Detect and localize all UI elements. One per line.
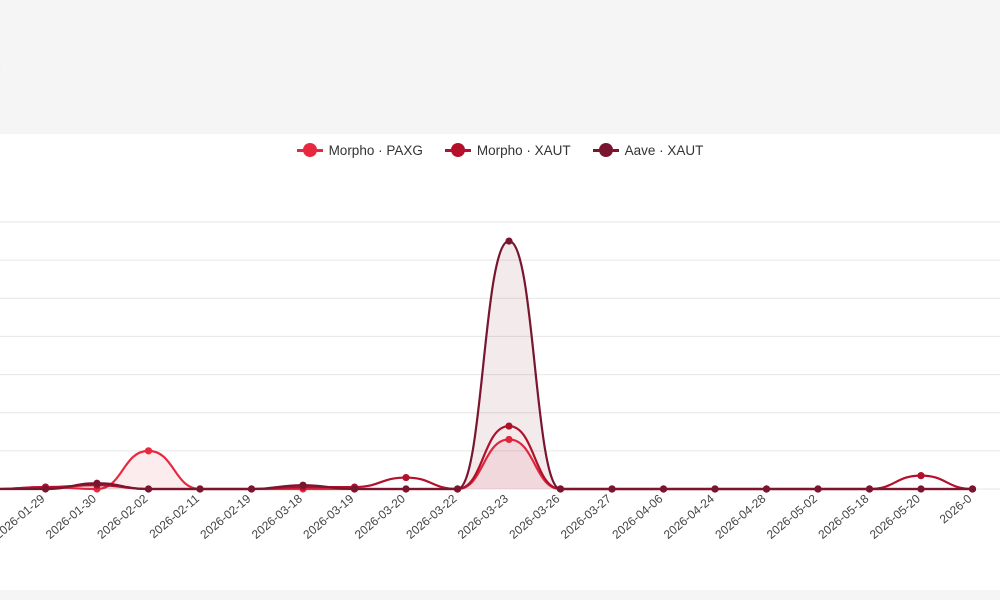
data-point	[93, 479, 101, 487]
data-point	[402, 473, 410, 482]
x-tick-label: 2026-05-18	[815, 491, 871, 541]
x-tick-label: 2026-03-19	[300, 491, 356, 541]
legend-item-morpho-paxg[interactable]: Morpho · PAXG	[296, 142, 423, 158]
legend-swatch-aave-xaut	[592, 143, 619, 157]
x-tick-label: 2026-04-28	[712, 491, 768, 541]
series-area	[0, 439, 973, 489]
legend: Morpho · PAXG Morpho · XAUT Aave · XAUT	[0, 138, 1000, 162]
data-point	[865, 485, 874, 493]
x-tick-label: 2026-03-20	[352, 491, 408, 541]
x-tick-label: 2026-03-18	[249, 491, 305, 541]
footer-strip	[0, 590, 1000, 600]
chart-header: e	[0, 0, 1000, 134]
series-line	[0, 239, 973, 491]
series-area	[0, 241, 973, 489]
data-point	[247, 485, 256, 493]
x-tick-label: 2026-04-06	[609, 491, 665, 541]
data-point	[711, 485, 719, 493]
data-point	[762, 485, 771, 493]
x-tick-label: 2026-03-27	[558, 491, 614, 541]
data-point	[505, 422, 513, 430]
data-point	[453, 485, 462, 493]
legend-item-morpho-xaut[interactable]: Morpho · XAUT	[444, 142, 571, 158]
x-tick-label: 2026-0	[937, 491, 975, 526]
legend-label-aave-xaut: Aave · XAUT	[624, 142, 704, 158]
data-point	[196, 485, 204, 493]
chart-title: e	[0, 50, 1, 81]
data-point	[350, 485, 359, 493]
data-point	[608, 485, 616, 493]
x-tick-label: 2026-01-30	[43, 491, 99, 541]
data-point	[556, 485, 565, 493]
data-point	[505, 435, 513, 444]
data-point	[917, 485, 925, 493]
x-tick-label: 2026-04-24	[661, 491, 717, 541]
legend-swatch-morpho-paxg	[296, 143, 323, 157]
x-tick-label: 2026-05-02	[764, 491, 820, 541]
data-point	[144, 447, 153, 455]
legend-label-morpho-paxg: Morpho · PAXG	[328, 142, 423, 158]
x-tick-label: 2026-03-23	[455, 491, 511, 541]
data-point	[144, 485, 153, 493]
data-point	[917, 472, 925, 480]
data-point	[659, 485, 668, 493]
data-point	[41, 485, 50, 493]
legend-item-aave-xaut[interactable]: Aave · XAUT	[592, 142, 704, 158]
data-point	[814, 485, 822, 493]
legend-label-morpho-xaut: Morpho · XAUT	[476, 142, 571, 158]
x-tick-label: 2026-02-02	[94, 491, 150, 541]
data-point	[299, 481, 307, 489]
data-point	[505, 237, 513, 245]
x-tick-label: 2026-01-29	[0, 491, 48, 541]
x-tick-label: 2026-02-11	[147, 491, 203, 541]
x-tick-label: 2026-03-22	[403, 491, 459, 541]
legend-swatch-morpho-xaut	[444, 143, 471, 157]
data-point	[402, 485, 410, 493]
data-point	[968, 485, 977, 493]
x-tick-label: 2026-02-19	[197, 491, 253, 541]
x-tick-label: 2026-03-26	[506, 491, 562, 541]
x-tick-label: 2026-05-20	[867, 491, 923, 541]
